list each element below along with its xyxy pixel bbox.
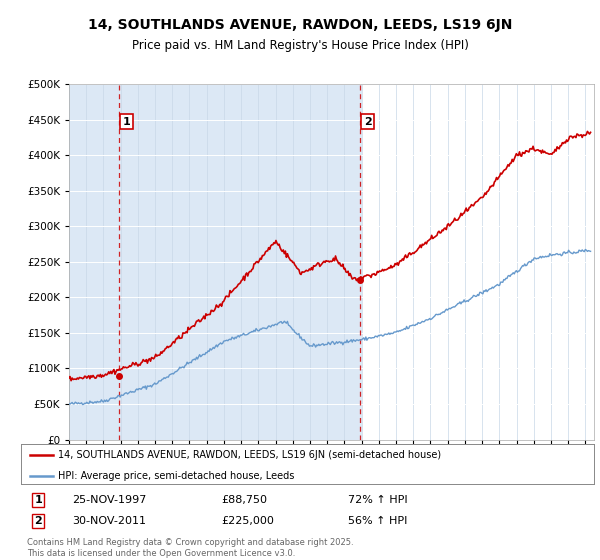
Text: £88,750: £88,750 [221, 495, 268, 505]
Bar [362, 84, 594, 440]
Text: HPI: Average price, semi-detached house, Leeds: HPI: Average price, semi-detached house,… [58, 470, 295, 480]
Text: 1: 1 [123, 116, 130, 127]
Text: 56% ↑ HPI: 56% ↑ HPI [347, 516, 407, 526]
Text: 30-NOV-2011: 30-NOV-2011 [73, 516, 146, 526]
Text: Contains HM Land Registry data © Crown copyright and database right 2025.
This d: Contains HM Land Registry data © Crown c… [27, 538, 353, 558]
Text: 2: 2 [34, 516, 42, 526]
Text: 14, SOUTHLANDS AVENUE, RAWDON, LEEDS, LS19 6JN: 14, SOUTHLANDS AVENUE, RAWDON, LEEDS, LS… [88, 18, 512, 32]
Text: £225,000: £225,000 [221, 516, 274, 526]
Text: 2: 2 [364, 116, 371, 127]
Text: 72% ↑ HPI: 72% ↑ HPI [347, 495, 407, 505]
Text: 1: 1 [34, 495, 42, 505]
Text: Price paid vs. HM Land Registry's House Price Index (HPI): Price paid vs. HM Land Registry's House … [131, 39, 469, 52]
Bar [69, 84, 362, 440]
Text: 25-NOV-1997: 25-NOV-1997 [73, 495, 147, 505]
Text: 14, SOUTHLANDS AVENUE, RAWDON, LEEDS, LS19 6JN (semi-detached house): 14, SOUTHLANDS AVENUE, RAWDON, LEEDS, LS… [58, 450, 442, 460]
